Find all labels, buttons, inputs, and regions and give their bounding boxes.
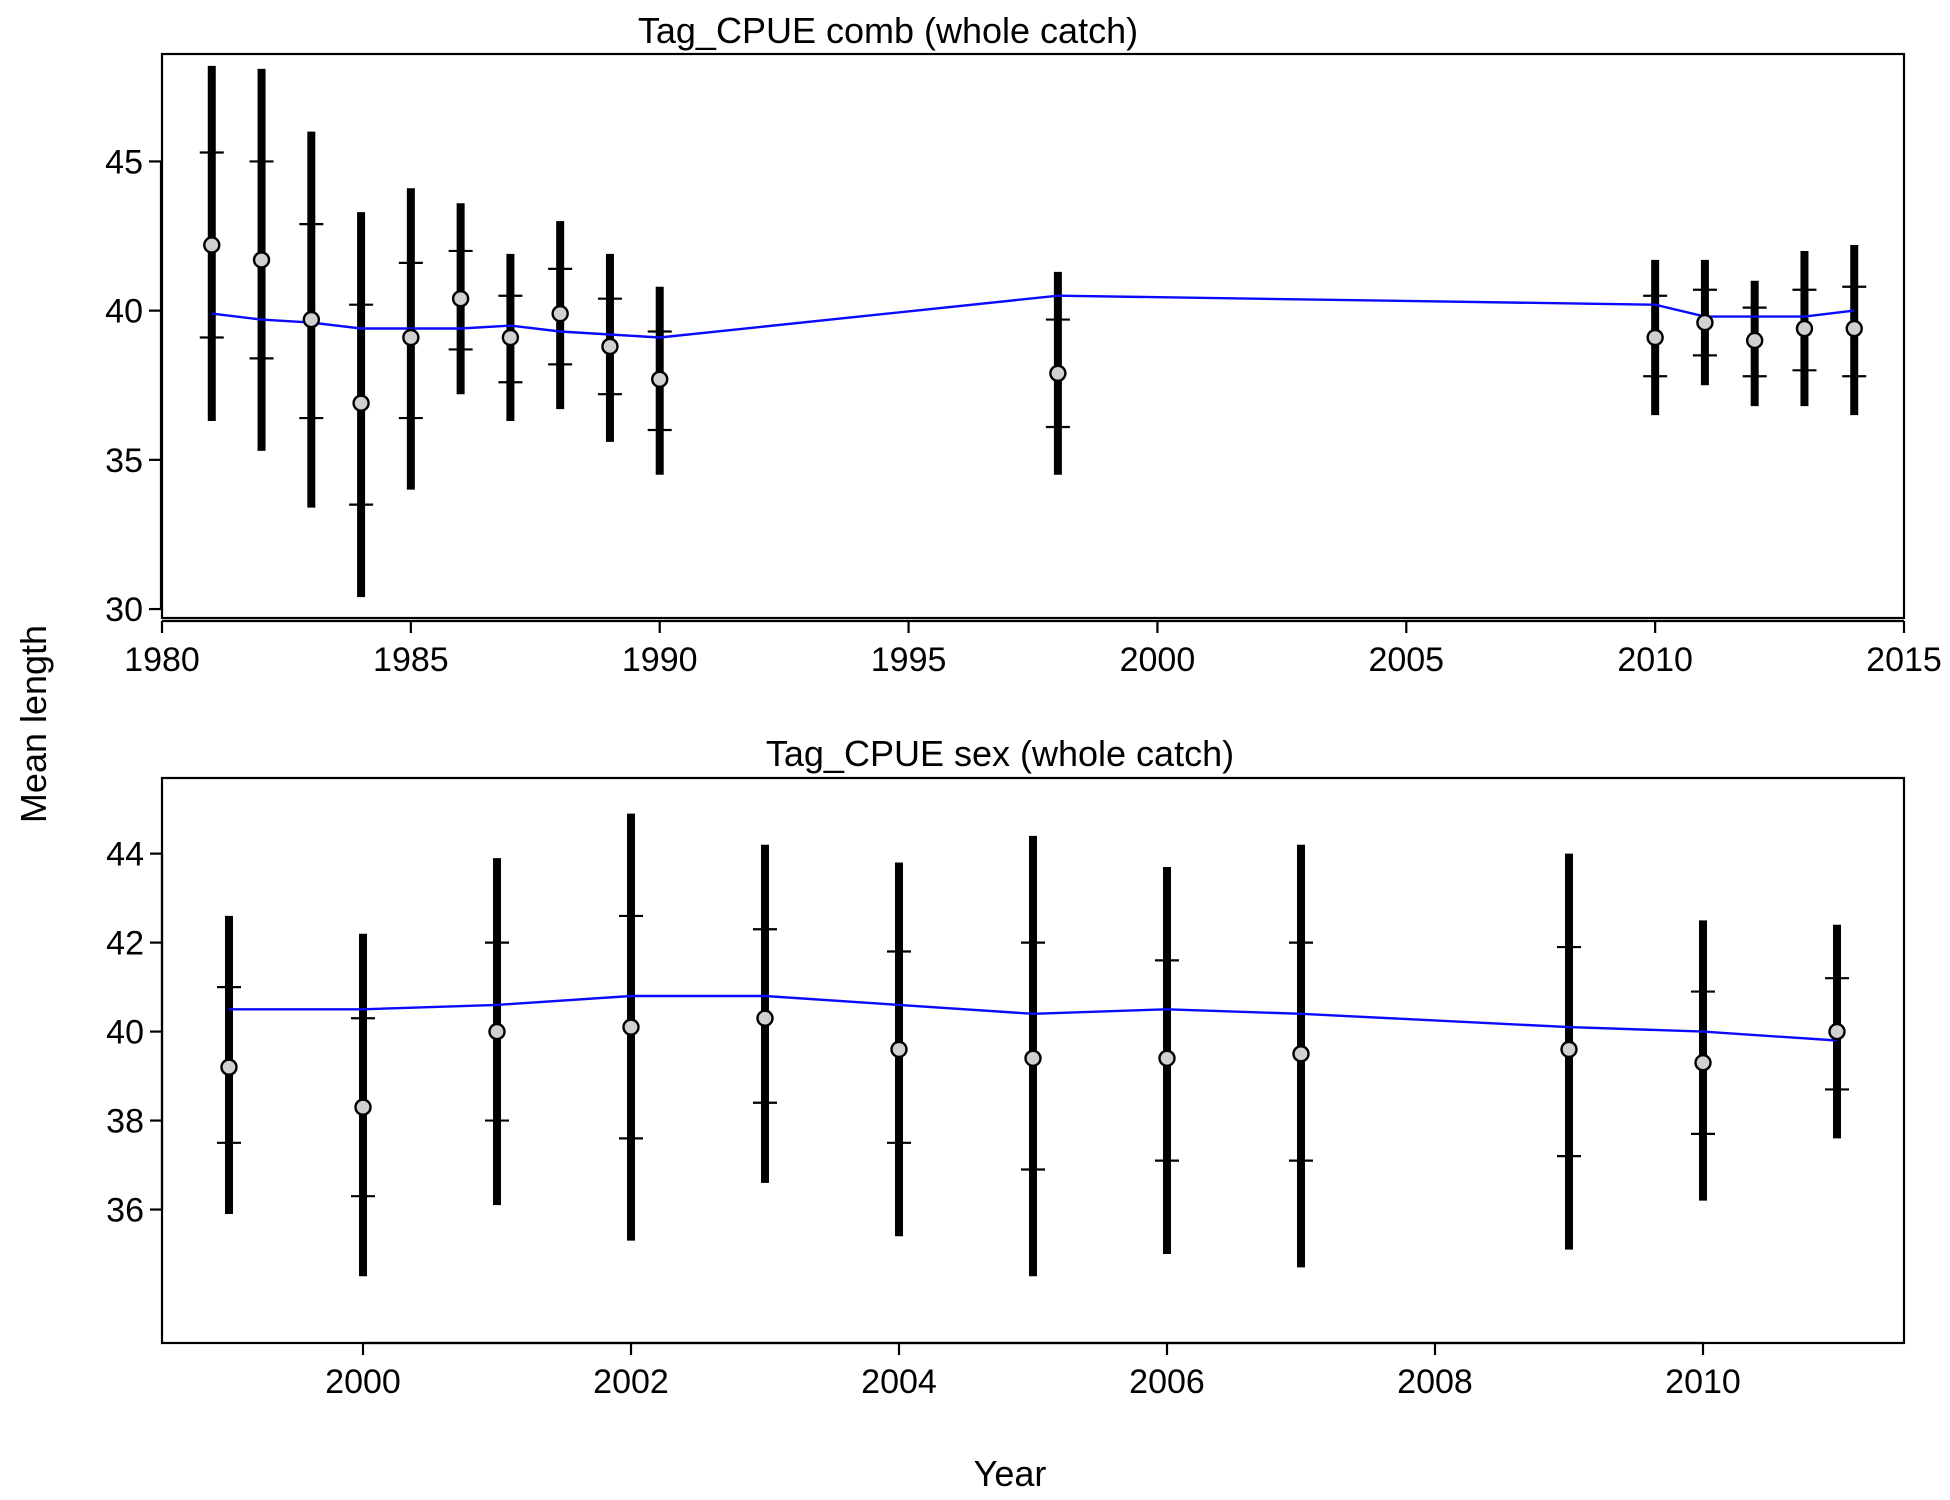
observed-point <box>756 1009 774 1027</box>
observed-point <box>1845 319 1863 338</box>
x-tick-label: 2010 <box>1665 1363 1741 1401</box>
observed-point <box>601 337 619 356</box>
y-tick-label: 42 <box>106 925 144 963</box>
y-tick-label: 35 <box>105 442 143 480</box>
panel-1-y-axis: 30 35 40 45 <box>105 143 163 629</box>
observed-point <box>551 304 569 323</box>
observed-point <box>622 1018 640 1036</box>
x-tick-label: 2000 <box>1120 641 1196 679</box>
observed-point <box>1646 328 1664 347</box>
x-tick-label: 1995 <box>871 641 947 679</box>
observed-point <box>1560 1040 1578 1059</box>
panel-2-error-bars <box>217 813 1849 1277</box>
y-tick-label: 45 <box>105 143 143 181</box>
observed-point <box>890 1040 908 1059</box>
observed-point <box>1696 313 1714 332</box>
observed-point <box>1745 331 1764 350</box>
x-tick-label: 2008 <box>1397 1363 1473 1401</box>
observed-point <box>402 328 420 347</box>
observed-point <box>1828 1022 1846 1041</box>
panel-1-error-bars <box>199 65 1867 598</box>
y-tick-label: 40 <box>105 293 143 331</box>
x-tick-label: 2000 <box>325 1363 401 1401</box>
observed-point <box>1694 1054 1712 1072</box>
x-tick-label: 1990 <box>622 641 698 679</box>
observed-point <box>220 1058 238 1076</box>
observed-point <box>352 394 370 412</box>
y-tick-label: 38 <box>106 1103 144 1141</box>
observed-point <box>252 251 271 269</box>
panel-2-fitted-line <box>229 994 1838 1042</box>
panel-1: Tag_CPUE comb (whole catch) 1980 1985 1990… <box>105 10 1942 679</box>
panel-2: Tag_CPUE sex (whole catch) 2000 2002 2004 2… <box>106 733 1906 1401</box>
observed-point <box>651 370 669 388</box>
x-tick-label: 2002 <box>593 1363 669 1401</box>
x-tick-label: 1980 <box>124 641 200 679</box>
x-tick-label: 1985 <box>373 641 449 679</box>
panel-1-fitted-line <box>211 294 1855 339</box>
observed-point <box>1024 1049 1042 1067</box>
y-tick-label: 30 <box>105 591 143 629</box>
x-tick-label: 2005 <box>1368 641 1444 679</box>
observed-point <box>1049 364 1067 383</box>
panel-2-y-axis: 36 38 40 42 44 <box>106 836 164 1230</box>
x-tick-label: 2015 <box>1866 641 1942 679</box>
observed-point <box>302 310 321 329</box>
x-tick-label: 2004 <box>861 1363 937 1401</box>
x-axis-title: Year <box>974 1453 1047 1494</box>
observed-point <box>501 328 520 347</box>
observed-point <box>1795 319 1814 338</box>
x-tick-label: 2006 <box>1129 1363 1205 1401</box>
observed-point <box>354 1098 372 1116</box>
x-tick-label: 2010 <box>1617 641 1693 679</box>
y-tick-label: 44 <box>106 836 144 874</box>
panel-1-x-axis: 1980 1985 1990 1995 2000 2005 2010 2015 <box>124 619 1942 679</box>
panel-1-title: Tag_CPUE comb (whole catch) <box>638 10 1138 51</box>
panel-1-frame <box>160 52 1906 620</box>
y-tick-label: 40 <box>106 1014 144 1052</box>
panel-2-observed-points <box>220 1009 1846 1116</box>
observed-point <box>488 1022 506 1041</box>
observed-point <box>1292 1045 1310 1063</box>
panel-1-observed-points <box>203 236 1863 412</box>
panel-2-x-axis: 2000 2002 2004 2006 2008 2010 <box>325 1341 1741 1401</box>
y-axis-title: Mean length <box>13 625 54 823</box>
observed-point <box>1158 1049 1176 1067</box>
observed-point <box>451 289 470 308</box>
panel-2-title: Tag_CPUE sex (whole catch) <box>766 733 1234 774</box>
y-tick-label: 36 <box>106 1192 144 1230</box>
observed-point <box>203 236 221 254</box>
